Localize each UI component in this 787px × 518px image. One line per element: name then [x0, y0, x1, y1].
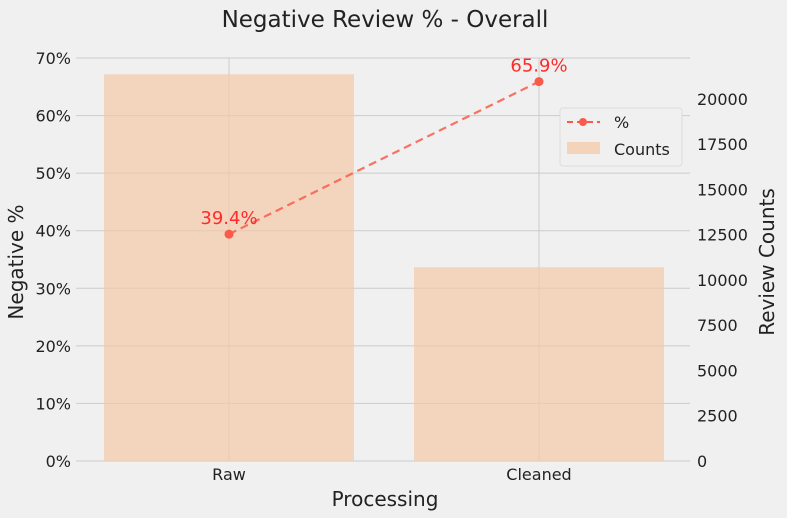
bar-series [104, 74, 664, 462]
x-tick-label: Raw [212, 465, 246, 484]
legend-bar-swatch [567, 142, 600, 154]
left-tick-label: 50% [35, 164, 71, 183]
left-axis-title: Negative % [4, 204, 28, 319]
left-tick-label: 40% [35, 222, 71, 241]
left-axis-ticks: 0% 10% 20% 30% 40% 50% 60% 70% [35, 49, 71, 471]
right-tick-label: 5000 [697, 361, 738, 380]
right-axis-ticks: 0 2500 5000 7500 10000 12500 15000 17500 20000 [697, 90, 748, 471]
line-point [224, 229, 234, 239]
x-tick-label: Cleaned [506, 465, 571, 484]
right-tick-label: 20000 [697, 90, 748, 109]
bar [104, 74, 354, 462]
right-tick-label: 15000 [697, 180, 748, 199]
chart-title: Negative Review % - Overall [222, 7, 549, 33]
line-point [534, 77, 544, 87]
series-line [228, 80, 540, 236]
right-tick-label: 12500 [697, 226, 748, 245]
right-tick-label: 2500 [697, 407, 738, 426]
left-tick-label: 60% [35, 107, 71, 126]
left-tick-label: 70% [35, 49, 71, 68]
legend: % Counts [559, 107, 683, 167]
right-axis-title: Review Counts [755, 188, 779, 336]
left-tick-label: 0% [46, 452, 71, 471]
line-series [224, 77, 544, 239]
legend-label-percent: % [614, 113, 629, 132]
right-tick-label: 10000 [697, 271, 748, 290]
left-tick-label: 30% [35, 279, 71, 298]
legend-label-counts: Counts [614, 140, 670, 159]
data-label: 39.4% [200, 208, 257, 229]
left-tick-label: 10% [35, 394, 71, 413]
legend-line-marker [579, 118, 587, 126]
right-tick-label: 0 [697, 452, 707, 471]
data-labels: 39.4% 65.9% [200, 56, 567, 230]
bar [414, 267, 664, 461]
x-axis-ticks: Raw Cleaned [212, 465, 572, 484]
x-axis-title: Processing [332, 487, 439, 511]
left-tick-label: 20% [35, 337, 71, 356]
data-label: 65.9% [510, 56, 567, 77]
right-tick-label: 7500 [697, 316, 738, 335]
right-tick-label: 17500 [697, 135, 748, 154]
